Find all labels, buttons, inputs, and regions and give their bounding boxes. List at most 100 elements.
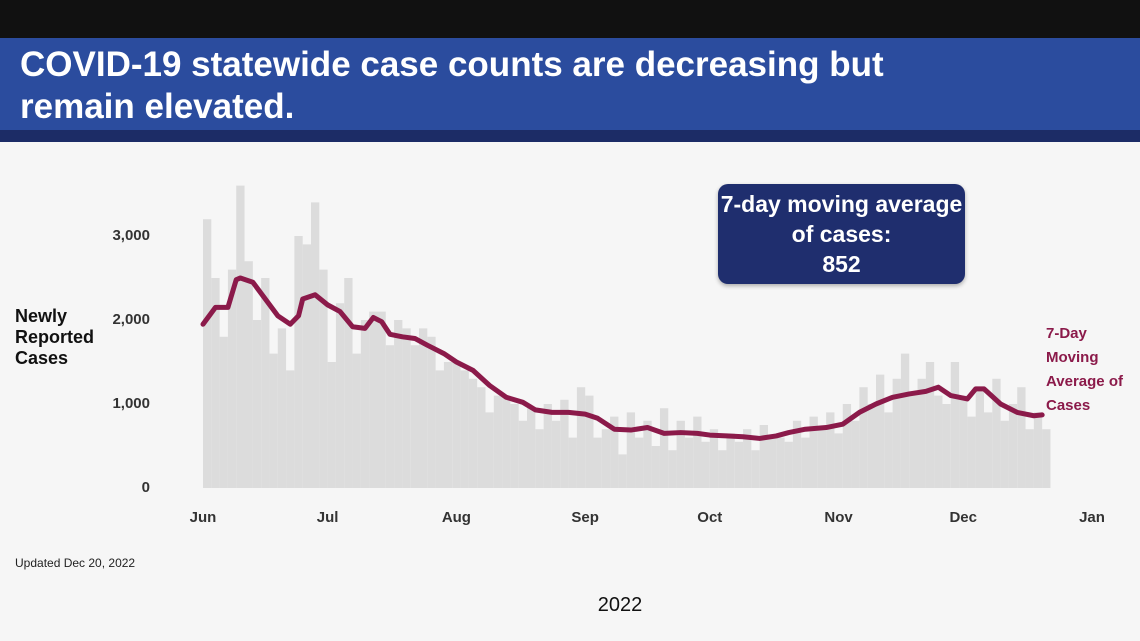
bar [319,269,328,488]
moving-average-line [200,275,1045,441]
bar [460,370,469,488]
bar [801,437,810,488]
bar [419,328,428,488]
callout-value: 852 [822,251,861,277]
slide-title: COVID-19 statewide case counts are decre… [20,45,884,126]
bar [435,370,444,488]
bar [1000,420,1009,488]
bar [759,425,768,488]
bar [900,353,910,488]
bar [236,185,245,488]
bar [560,399,569,488]
bar [610,416,619,488]
bar [809,416,818,488]
bar [551,420,561,488]
x-tick-label: Jan [1079,509,1105,526]
bar [884,412,893,488]
bar [950,362,960,488]
bar [518,420,528,488]
bar [792,420,802,488]
y-axis-label: Newly Reported Cases [15,306,95,368]
bar [875,374,885,488]
bar [842,404,852,488]
bar [344,278,353,488]
bar [743,429,752,488]
bar [776,437,785,488]
bar [410,345,420,488]
bar [427,336,436,488]
bar [601,429,611,488]
bar [585,395,594,488]
bar [203,219,212,488]
bar [767,437,777,488]
callout-label: 7-day moving average of cases: [720,191,963,247]
x-tick-label: Dec [949,509,977,526]
bar [751,450,760,488]
bar [477,387,486,488]
bar [510,404,519,488]
bar [909,391,918,488]
bar [502,395,511,488]
bar [975,387,984,488]
x-tick-label: Aug [442,509,471,526]
y-tick-label: 3,000 [112,227,150,244]
bar [377,311,386,488]
bar [718,450,727,488]
bar [942,404,951,488]
bar [867,404,876,488]
bar [1042,429,1051,488]
bar [676,420,685,488]
bar [626,412,636,488]
bar [917,378,926,488]
y-tick-label: 0 [142,479,150,496]
top-bar [0,0,1140,38]
bar [659,408,669,488]
bar [244,261,253,488]
bar [1017,387,1026,488]
bar [892,378,901,488]
bar [352,353,361,488]
bar [651,446,660,488]
bar [402,328,411,488]
bar [726,433,735,488]
update-note: Updated Dec 20, 2022 [15,556,136,570]
line-label: 7-Day Moving Average of Cases [1046,325,1123,414]
bar [443,362,453,488]
bar [468,378,478,488]
bar [1033,412,1043,488]
bar [485,412,494,488]
y-tick-label: 2,000 [112,311,150,328]
bar [576,387,586,488]
bar [668,450,677,488]
bar [1025,429,1034,488]
x-axis-label: 2022 [597,594,643,616]
bar [252,320,262,488]
bar [709,429,719,488]
bar [925,362,935,488]
bar [684,437,694,488]
bar [734,441,744,488]
header-band [0,38,1140,130]
bar [543,404,552,488]
bar [269,353,278,488]
bar [934,395,943,488]
bar [219,336,228,488]
bar [335,303,345,488]
bar [859,387,868,488]
header-stripe [0,130,1140,142]
bar [302,244,312,488]
bar [851,420,860,488]
x-tick-label: Oct [697,509,722,526]
bar [826,412,835,488]
x-tick-label: Nov [824,509,853,526]
x-tick-label: Jun [190,509,217,526]
x-tick-label: Sep [571,509,599,526]
bar [385,345,395,488]
bar [693,416,702,488]
y-tick-label: 1,000 [112,395,150,412]
bar [452,362,461,488]
bar [834,433,843,488]
bar [493,395,503,488]
bar [360,320,370,488]
